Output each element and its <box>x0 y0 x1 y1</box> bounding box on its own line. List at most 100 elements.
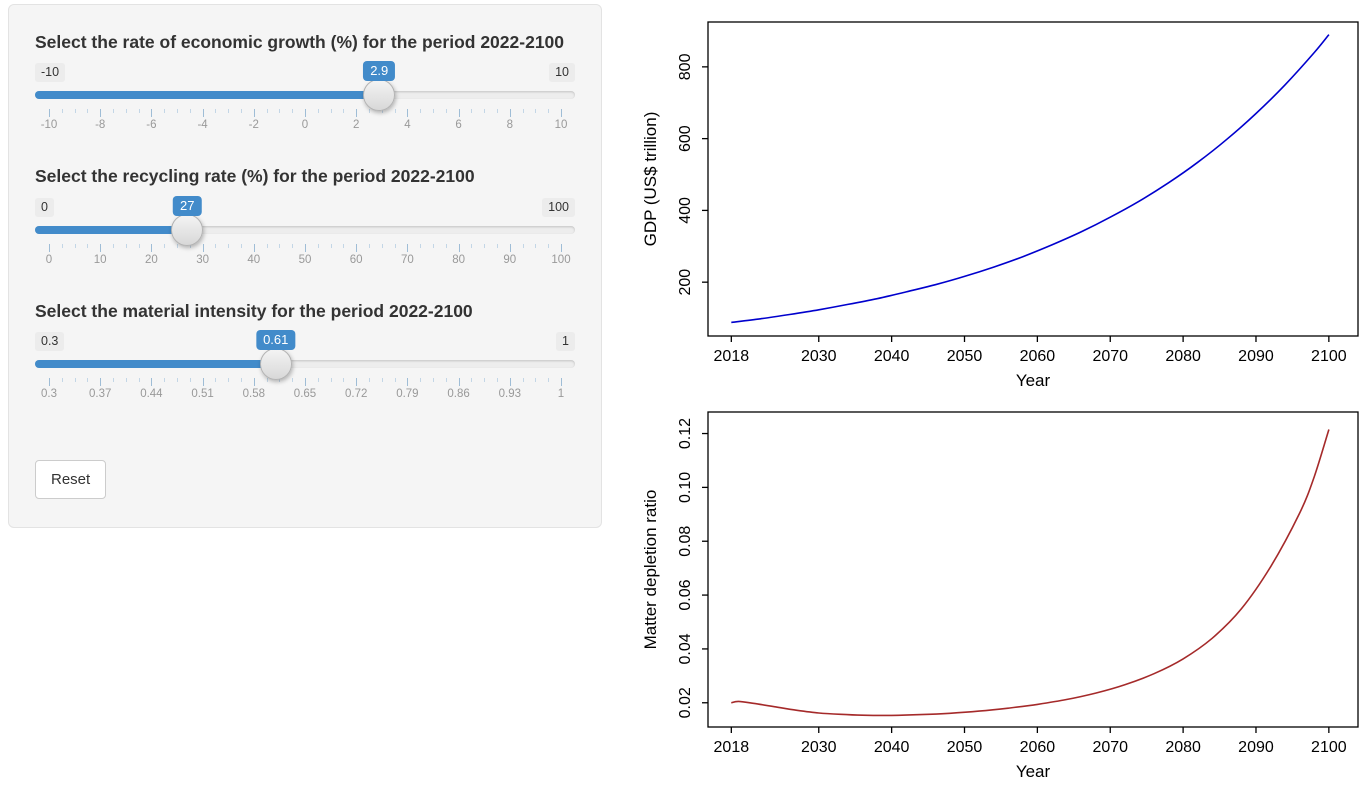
grid-tick-major <box>305 109 306 118</box>
grid-tick-minor <box>394 243 396 248</box>
slider-value-tooltip: 2.9 <box>363 61 396 82</box>
grid-tick-minor <box>125 109 127 114</box>
grid-tick-minor <box>394 109 396 114</box>
grid-tick-major <box>458 109 460 118</box>
grid-tick-major <box>407 109 409 118</box>
x-tick-label: 2018 <box>714 739 750 756</box>
grid-tick-major <box>253 243 255 252</box>
grid-tick-label: 0.37 <box>88 387 112 400</box>
grid-tick-minor <box>381 109 383 114</box>
slider-handle[interactable] <box>171 213 204 246</box>
grid-tick-minor <box>317 243 319 248</box>
y-tick-label: 0.12 <box>677 418 694 449</box>
slider-max-label: 1 <box>556 331 575 351</box>
slider-fill-bar <box>35 225 188 234</box>
recycling-rate-slider: 0 100 27 0 10 20 30 40 50 60 70 80 90 100 <box>35 195 575 272</box>
grid-tick-major <box>49 109 50 118</box>
slider-track[interactable] <box>35 347 575 380</box>
grid-tick-minor <box>317 109 319 114</box>
y-axis-title: GDP (US$ trillion) <box>641 112 660 247</box>
grid-tick-label: 50 <box>298 253 312 266</box>
y-tick-label: 400 <box>677 197 694 224</box>
x-tick-label: 2070 <box>1092 348 1128 365</box>
grid-tick-major <box>561 377 562 386</box>
y-tick-label: 0.10 <box>677 472 694 503</box>
grid-tick-minor <box>343 377 345 382</box>
grid-tick-label: 0.65 <box>293 387 317 400</box>
grid-tick-label: 0.51 <box>191 387 214 400</box>
grid-tick-label: 0.44 <box>140 387 163 400</box>
grid-tick-minor <box>343 109 345 114</box>
grid-tick-minor <box>317 377 319 382</box>
grid-tick-major <box>100 377 102 386</box>
economic-growth-slider: -10 10 2.9 -10 -8 -6 -4 -2 0 2 4 6 8 10 <box>35 61 575 137</box>
grid-tick-minor <box>369 109 370 114</box>
grid-tick-minor <box>471 243 473 248</box>
y-tick-label: 200 <box>677 269 694 296</box>
reset-button[interactable]: Reset <box>35 459 107 499</box>
grid-tick-minor <box>215 109 217 114</box>
grid-tick-label: 0.58 <box>242 387 265 400</box>
grid-tick-minor <box>177 243 178 248</box>
grid-tick-minor <box>381 377 383 382</box>
x-axis-title: Year <box>1016 762 1051 781</box>
grid-tick-label: 0.86 <box>447 387 470 400</box>
grid-tick-major <box>202 377 204 386</box>
grid-tick-label: 0.3 <box>41 387 57 400</box>
x-tick-label: 2018 <box>714 348 750 365</box>
grid-tick-minor <box>433 109 434 114</box>
slider-handle[interactable] <box>259 347 292 380</box>
x-tick-label: 2080 <box>1165 348 1201 365</box>
grid-tick-minor <box>445 377 447 382</box>
grid-tick-label: 70 <box>400 253 414 266</box>
grid-tick-minor <box>420 109 422 114</box>
slider-group-recycling-rate: Select the recycling rate (%) for the pe… <box>35 163 575 271</box>
grid-tick-minor <box>330 377 332 382</box>
grid-tick-minor <box>241 377 242 382</box>
y-tick-label: 0.04 <box>677 633 694 664</box>
control-panel: Select the rate of economic growth (%) f… <box>8 4 602 528</box>
grid-tick-minor <box>497 109 498 114</box>
grid-tick-major <box>100 109 102 118</box>
grid-tick-minor <box>87 109 89 114</box>
grid-tick-minor <box>241 109 242 114</box>
x-tick-label: 2030 <box>801 739 837 756</box>
x-tick-label: 2030 <box>801 348 837 365</box>
grid-tick-label: 0 <box>45 253 53 266</box>
grid-tick-minor <box>113 109 114 114</box>
x-tick-label: 2080 <box>1165 739 1201 756</box>
grid-tick-major <box>407 377 409 386</box>
grid-tick-major <box>305 243 306 252</box>
grid-tick-minor <box>74 377 76 382</box>
grid-tick-minor <box>266 109 268 114</box>
gdp-chart: 2018 2030 2040 2050 2060 2070 2080 2090 2100 200 4… <box>641 21 1359 390</box>
grid-tick-minor <box>266 377 268 382</box>
grid-tick-major <box>49 243 50 252</box>
slider-min-label: -10 <box>35 63 66 83</box>
grid-tick-label: 2 <box>352 119 360 132</box>
slider-track[interactable] <box>35 213 575 246</box>
grid-tick-minor <box>138 377 140 382</box>
grid-tick-major <box>151 109 153 118</box>
grid-tick-minor <box>87 243 89 248</box>
slider-track[interactable] <box>35 79 575 112</box>
grid-tick-minor <box>113 377 114 382</box>
x-tick-label: 2040 <box>874 348 910 365</box>
x-tick-label: 2060 <box>1020 739 1056 756</box>
slider-grid: -10 -8 -6 -4 -2 0 2 4 6 8 10 <box>41 109 567 135</box>
slider-handle[interactable] <box>363 79 396 112</box>
grid-tick-minor <box>61 377 63 382</box>
grid-tick-minor <box>138 243 140 248</box>
grid-tick-label: 4 <box>404 119 411 132</box>
grid-tick-label: 30 <box>196 253 209 266</box>
grid-tick-minor <box>189 377 191 382</box>
grid-tick-minor <box>164 377 166 382</box>
grid-tick-major <box>407 243 409 252</box>
grid-tick-minor <box>548 243 550 248</box>
grid-tick-minor <box>522 377 524 382</box>
grid-tick-minor <box>420 243 422 248</box>
grid-tick-label: -8 <box>95 119 106 132</box>
matter-depletion-chart: 2018 2030 2040 2050 2060 2070 2080 2090 2100 0.02… <box>641 411 1359 781</box>
grid-tick-minor <box>61 109 63 114</box>
grid-tick-label: -10 <box>40 119 58 132</box>
